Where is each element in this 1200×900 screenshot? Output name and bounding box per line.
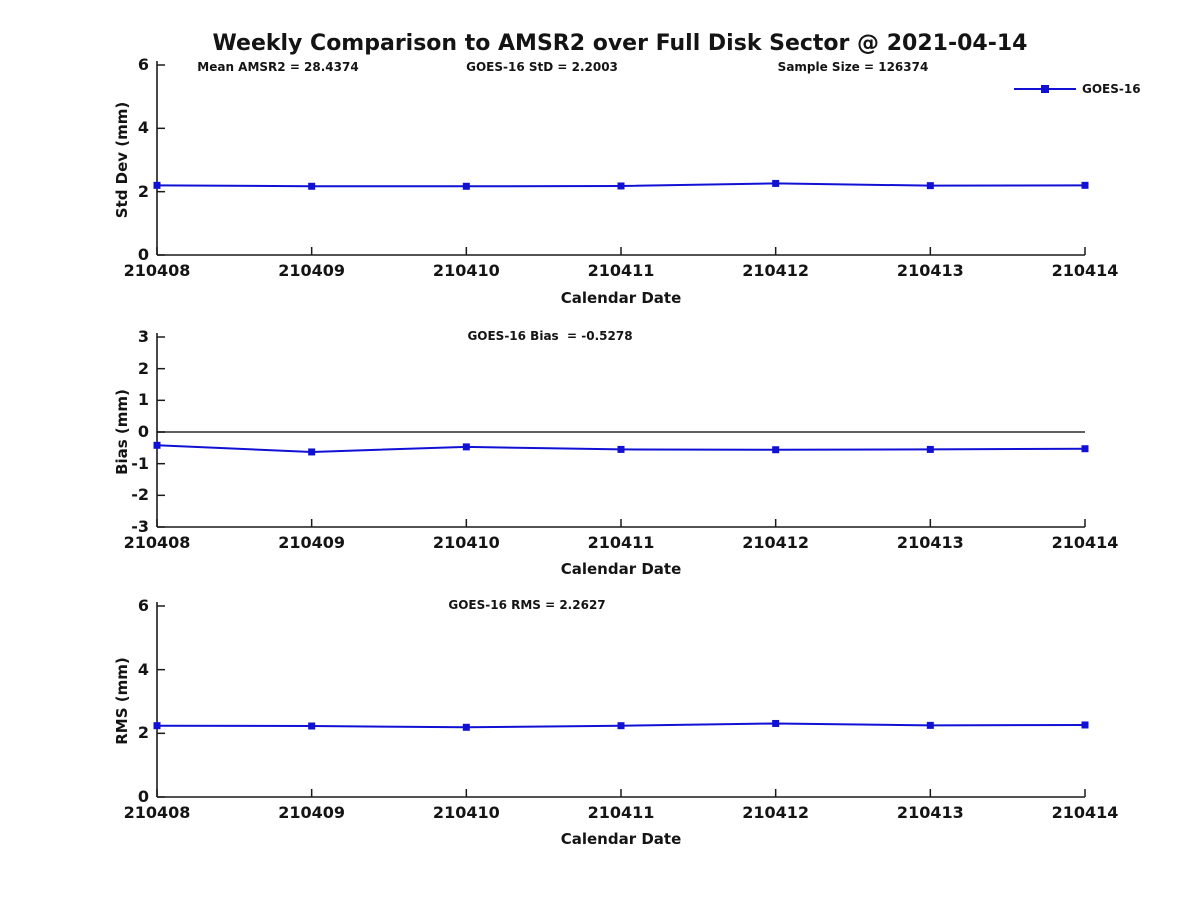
rms-data-point-marker [308, 722, 316, 730]
bias-data-point-marker [772, 446, 780, 454]
bias-y-tick-label: -1 [131, 453, 149, 473]
rms-x-tick-label: 210414 [1051, 803, 1119, 822]
rms-y-tick-label: 0 [137, 787, 149, 806]
rms-y-tick-label: 2 [137, 723, 149, 743]
bias-x-tick-label: 210408 [123, 533, 191, 552]
rms-y-tick-label: 6 [137, 596, 149, 615]
bias-y-tick-label: 2 [137, 358, 149, 378]
bias-data-point-marker [153, 441, 161, 449]
annotation-sample-size: Sample Size = 126374 [777, 60, 929, 74]
bias-data-point-marker [308, 448, 316, 456]
rms-y-tick-label: 4 [137, 659, 149, 679]
legend-label: GOES-16 [1082, 82, 1141, 96]
rms-x-tick-label: 210411 [587, 803, 655, 822]
bias-x-tick-label: 210409 [278, 533, 346, 552]
std-dev-x-tick-label: 210408 [123, 261, 191, 280]
bias-data-point-marker [462, 443, 470, 451]
annotation-goes16-std: GOES-16 StD = 2.2003 [466, 60, 618, 74]
std-dev-y-tick-label: 6 [137, 55, 149, 74]
rms-data-point-marker [617, 722, 625, 730]
legend: GOES-16 [1013, 80, 1141, 98]
std-dev-x-tick-label: 210411 [587, 261, 655, 280]
rms-data-point-marker [153, 722, 161, 730]
std-dev-data-point-marker [772, 179, 780, 187]
rms-x-tick-label: 210408 [123, 803, 191, 822]
x-axis-label-2: Calendar Date [560, 560, 682, 578]
bias-data-point-marker [926, 445, 934, 453]
rms-data-point-marker [772, 719, 780, 727]
bias-x-tick-label: 210410 [432, 533, 500, 552]
rms-x-tick-label: 210410 [432, 803, 500, 822]
std-dev-y-tick-label: 2 [137, 181, 149, 201]
legend-line-sample [1014, 85, 1076, 93]
legend-marker-icon [1041, 85, 1049, 93]
std-dev-data-point-marker [1081, 181, 1089, 189]
rms-x-tick-label: 210409 [278, 803, 346, 822]
std-dev-x-tick-label: 210412 [742, 261, 810, 280]
annotation-goes16-rms: GOES-16 RMS = 2.2627 [448, 598, 606, 612]
x-axis-label-1: Calendar Date [560, 289, 682, 307]
std-dev-x-tick-label: 210409 [278, 261, 346, 280]
std-dev-data-point-marker [926, 182, 934, 190]
bias-y-tick-label: -2 [131, 485, 149, 505]
bias-x-tick-label: 210412 [742, 533, 810, 552]
bias-y-tick-label: 0 [137, 422, 149, 441]
std-dev-data-point-marker [308, 182, 316, 190]
bias-x-tick-label: 210411 [587, 533, 655, 552]
std-dev-y-tick-label: 0 [137, 245, 149, 264]
rms-data-point-marker [926, 721, 934, 729]
rms-data-point-marker [1081, 721, 1089, 729]
rms-data-point-marker [462, 723, 470, 731]
std-dev-y-tick-label: 4 [137, 118, 149, 138]
bias-y-tick-label: -3 [131, 517, 149, 536]
rms-x-tick-label: 210412 [742, 803, 810, 822]
bias-x-tick-label: 210413 [896, 533, 964, 552]
std-dev-x-tick-label: 210413 [896, 261, 964, 280]
bias-x-tick-label: 210414 [1051, 533, 1119, 552]
annotation-mean-amsr2: Mean AMSR2 = 28.4374 [197, 60, 359, 74]
chart-title: Weekly Comparison to AMSR2 over Full Dis… [212, 31, 1028, 56]
bias-y-tick-label: 1 [137, 390, 149, 410]
annotation-goes16-bias: GOES-16 Bias = -0.5278 [467, 329, 633, 343]
std-dev-x-tick-label: 210410 [432, 261, 500, 280]
bias-y-tick-label: 3 [137, 327, 149, 346]
bias-data-point-marker [1081, 445, 1089, 453]
x-axis-label-3: Calendar Date [560, 830, 682, 848]
bias-data-point-marker [617, 445, 625, 453]
std-dev-x-tick-label: 210414 [1051, 261, 1119, 280]
rms-x-tick-label: 210413 [896, 803, 964, 822]
std-dev-data-point-marker [153, 181, 161, 189]
std-dev-data-point-marker [617, 182, 625, 190]
std-dev-data-point-marker [462, 182, 470, 190]
